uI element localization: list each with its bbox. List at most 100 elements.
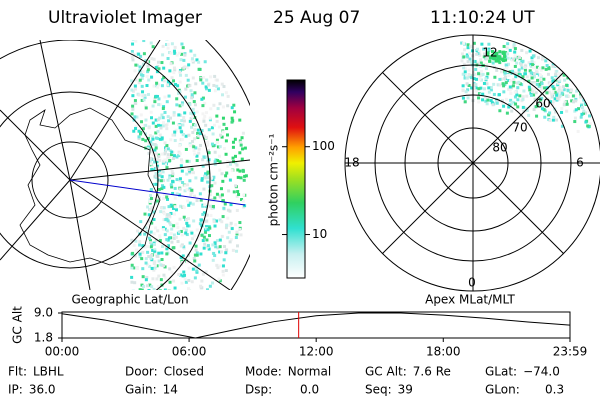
pixel: [173, 51, 177, 55]
pixel: [150, 253, 154, 257]
pixel: [516, 86, 520, 90]
pixel: [567, 64, 571, 68]
pixel: [151, 121, 155, 125]
pixel: [193, 91, 197, 95]
pixel: [199, 284, 203, 288]
pixel: [235, 194, 239, 198]
pixel: [224, 152, 228, 156]
pixel: [464, 66, 468, 70]
pixel: [173, 130, 177, 134]
pixel: [158, 332, 161, 335]
pixel: [560, 91, 564, 95]
pixel: [235, 163, 239, 167]
pixel: [222, 85, 226, 89]
pixel: [158, 173, 162, 177]
pixel: [168, 116, 172, 120]
pixel: [149, 230, 153, 234]
pixel: [152, 242, 156, 246]
pixel: [211, 258, 215, 262]
pixel: [153, 266, 157, 270]
pixel: [542, 108, 546, 112]
pixel: [588, 64, 592, 68]
pixel: [178, 126, 182, 130]
pixel: [207, 151, 211, 155]
pixel: [520, 66, 524, 70]
pixel: [217, 154, 221, 158]
pixel: [478, 51, 482, 55]
pixel: [140, 120, 144, 124]
pixel: [182, 247, 186, 251]
pixel: [153, 308, 156, 311]
pixel: [218, 218, 222, 222]
pixel: [213, 224, 217, 228]
pixel: [179, 204, 183, 208]
pixel: [221, 130, 225, 134]
pixel: [165, 247, 169, 251]
pixel: [150, 206, 154, 210]
pixel: [163, 141, 167, 145]
pixel: [486, 53, 490, 57]
pixel: [479, 78, 483, 82]
pixel: [497, 93, 501, 97]
pixel: [507, 87, 511, 91]
pixel: [226, 104, 230, 108]
pixel: [491, 103, 495, 107]
pixel: [155, 81, 159, 85]
pixel: [135, 63, 139, 67]
instrument: Ultraviolet Imager: [48, 8, 202, 28]
pixel: [519, 63, 523, 67]
pixel: [460, 41, 464, 45]
pixel: [560, 89, 564, 93]
pixel: [166, 57, 170, 61]
pixel: [146, 92, 150, 96]
pixel: [168, 215, 172, 219]
pixel: [583, 86, 587, 90]
pixel: [466, 46, 470, 50]
pixel: [178, 217, 182, 221]
pixel: [165, 197, 169, 201]
pixel: [545, 64, 549, 68]
pixel: [166, 313, 169, 316]
pixel: [584, 111, 588, 115]
pixel: [524, 64, 528, 68]
pixel: [167, 213, 171, 217]
pixel: [586, 78, 590, 82]
pixel: [204, 297, 207, 300]
pixel: [146, 68, 150, 72]
pixel: [563, 61, 567, 65]
pixel: [536, 46, 540, 50]
pixel: [146, 250, 150, 254]
pixel: [489, 86, 493, 90]
pixel: [134, 248, 138, 252]
pixel: [498, 109, 502, 113]
pixel: [164, 307, 167, 310]
pixel: [150, 285, 154, 289]
pixel: [168, 81, 172, 85]
pixel: [193, 253, 197, 257]
pixel: [146, 222, 150, 226]
pixel: [541, 66, 545, 70]
pixel: [175, 321, 178, 324]
pixel: [184, 73, 188, 77]
pixel: [164, 162, 168, 166]
pixel: [582, 57, 586, 61]
pixel: [529, 91, 533, 95]
field-label: GLon:: [485, 383, 520, 397]
pixel: [131, 42, 135, 46]
pixel: [155, 94, 159, 98]
pixel: [573, 41, 577, 45]
pixel: [212, 175, 216, 179]
pixel: [150, 116, 154, 120]
pixel: [190, 93, 194, 97]
pixel: [203, 242, 207, 246]
pixel: [513, 54, 517, 58]
pixel: [154, 238, 158, 242]
pixel: [197, 263, 201, 267]
pixel: [212, 123, 216, 127]
pixel: [556, 55, 560, 59]
pixel: [169, 183, 173, 187]
pixel: [169, 223, 173, 227]
pixel: [481, 98, 485, 102]
pixel: [161, 53, 165, 57]
pixel: [207, 128, 211, 132]
